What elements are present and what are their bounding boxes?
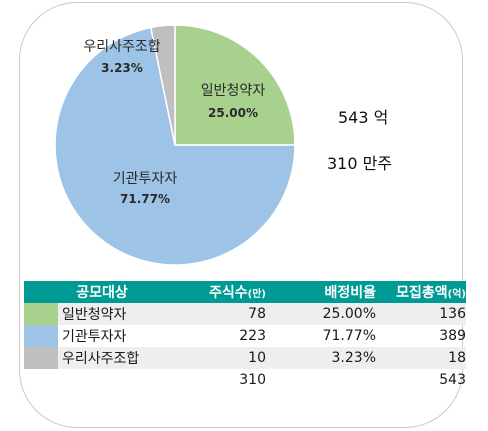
total-shares-summary: 310 만주 [327, 154, 393, 173]
header-amount-unit: (억) [447, 289, 466, 300]
row-shares: 78 [248, 306, 266, 322]
table-total-row: 310 543 [24, 369, 466, 391]
header-shares: 주식수(만) [180, 282, 266, 302]
header-target: 공모대상 [76, 285, 128, 301]
row-name: 일반청약자 [62, 307, 127, 323]
total-amount-summary: 543 억 [338, 108, 389, 127]
table-row: 일반청약자 78 25.00% 136 [24, 303, 466, 325]
row-name: 우리사주조합 [62, 351, 140, 367]
total-spacer [24, 369, 58, 391]
pie-slice-label: 기관투자자 [113, 171, 178, 187]
table-row: 우리사주조합 10 3.23% 18 [24, 347, 466, 369]
legend-swatch-institutional [24, 325, 58, 347]
header-amount: 모집총액(억) [376, 282, 466, 302]
pie-slice-percent: 25.00% [208, 106, 258, 120]
row-amount: 389 [439, 328, 466, 344]
row-amount: 18 [448, 350, 466, 366]
legend-swatch-esop [24, 347, 58, 369]
header-shares-label: 주식수 [209, 285, 248, 301]
rounded-frame [19, 2, 463, 428]
row-name: 기관투자자 [62, 329, 127, 345]
pie-slice-label: 우리사주조합 [83, 39, 160, 55]
row-shares: 223 [239, 328, 266, 344]
pie-slice-percent: 71.77% [120, 192, 170, 206]
total-shares: 310 [239, 372, 266, 388]
pie-slice-percent: 3.23% [101, 61, 143, 75]
header-amount-label: 모집총액 [396, 285, 448, 301]
legend-swatch-general [24, 303, 58, 325]
row-ratio: 3.23% [331, 350, 376, 366]
allocation-table: 공모대상 주식수(만) 배정비율 모집총액(억) 일반청약자 78 25.00%… [24, 281, 466, 391]
table-header-row: 공모대상 주식수(만) 배정비율 모집총액(억) [24, 281, 466, 303]
pie-slice [54, 26, 296, 266]
header-ratio: 배정비율 [324, 285, 376, 301]
row-shares: 10 [248, 350, 266, 366]
row-ratio: 71.77% [322, 328, 376, 344]
header-shares-unit: (만) [247, 289, 266, 300]
table-row: 기관투자자 223 71.77% 389 [24, 325, 466, 347]
row-ratio: 25.00% [322, 306, 376, 322]
row-amount: 136 [439, 306, 466, 322]
total-amount: 543 [439, 372, 466, 388]
pie-slice [174, 24, 296, 146]
pie-slice-label: 일반청약자 [201, 83, 266, 99]
pie-slice [149, 24, 176, 146]
